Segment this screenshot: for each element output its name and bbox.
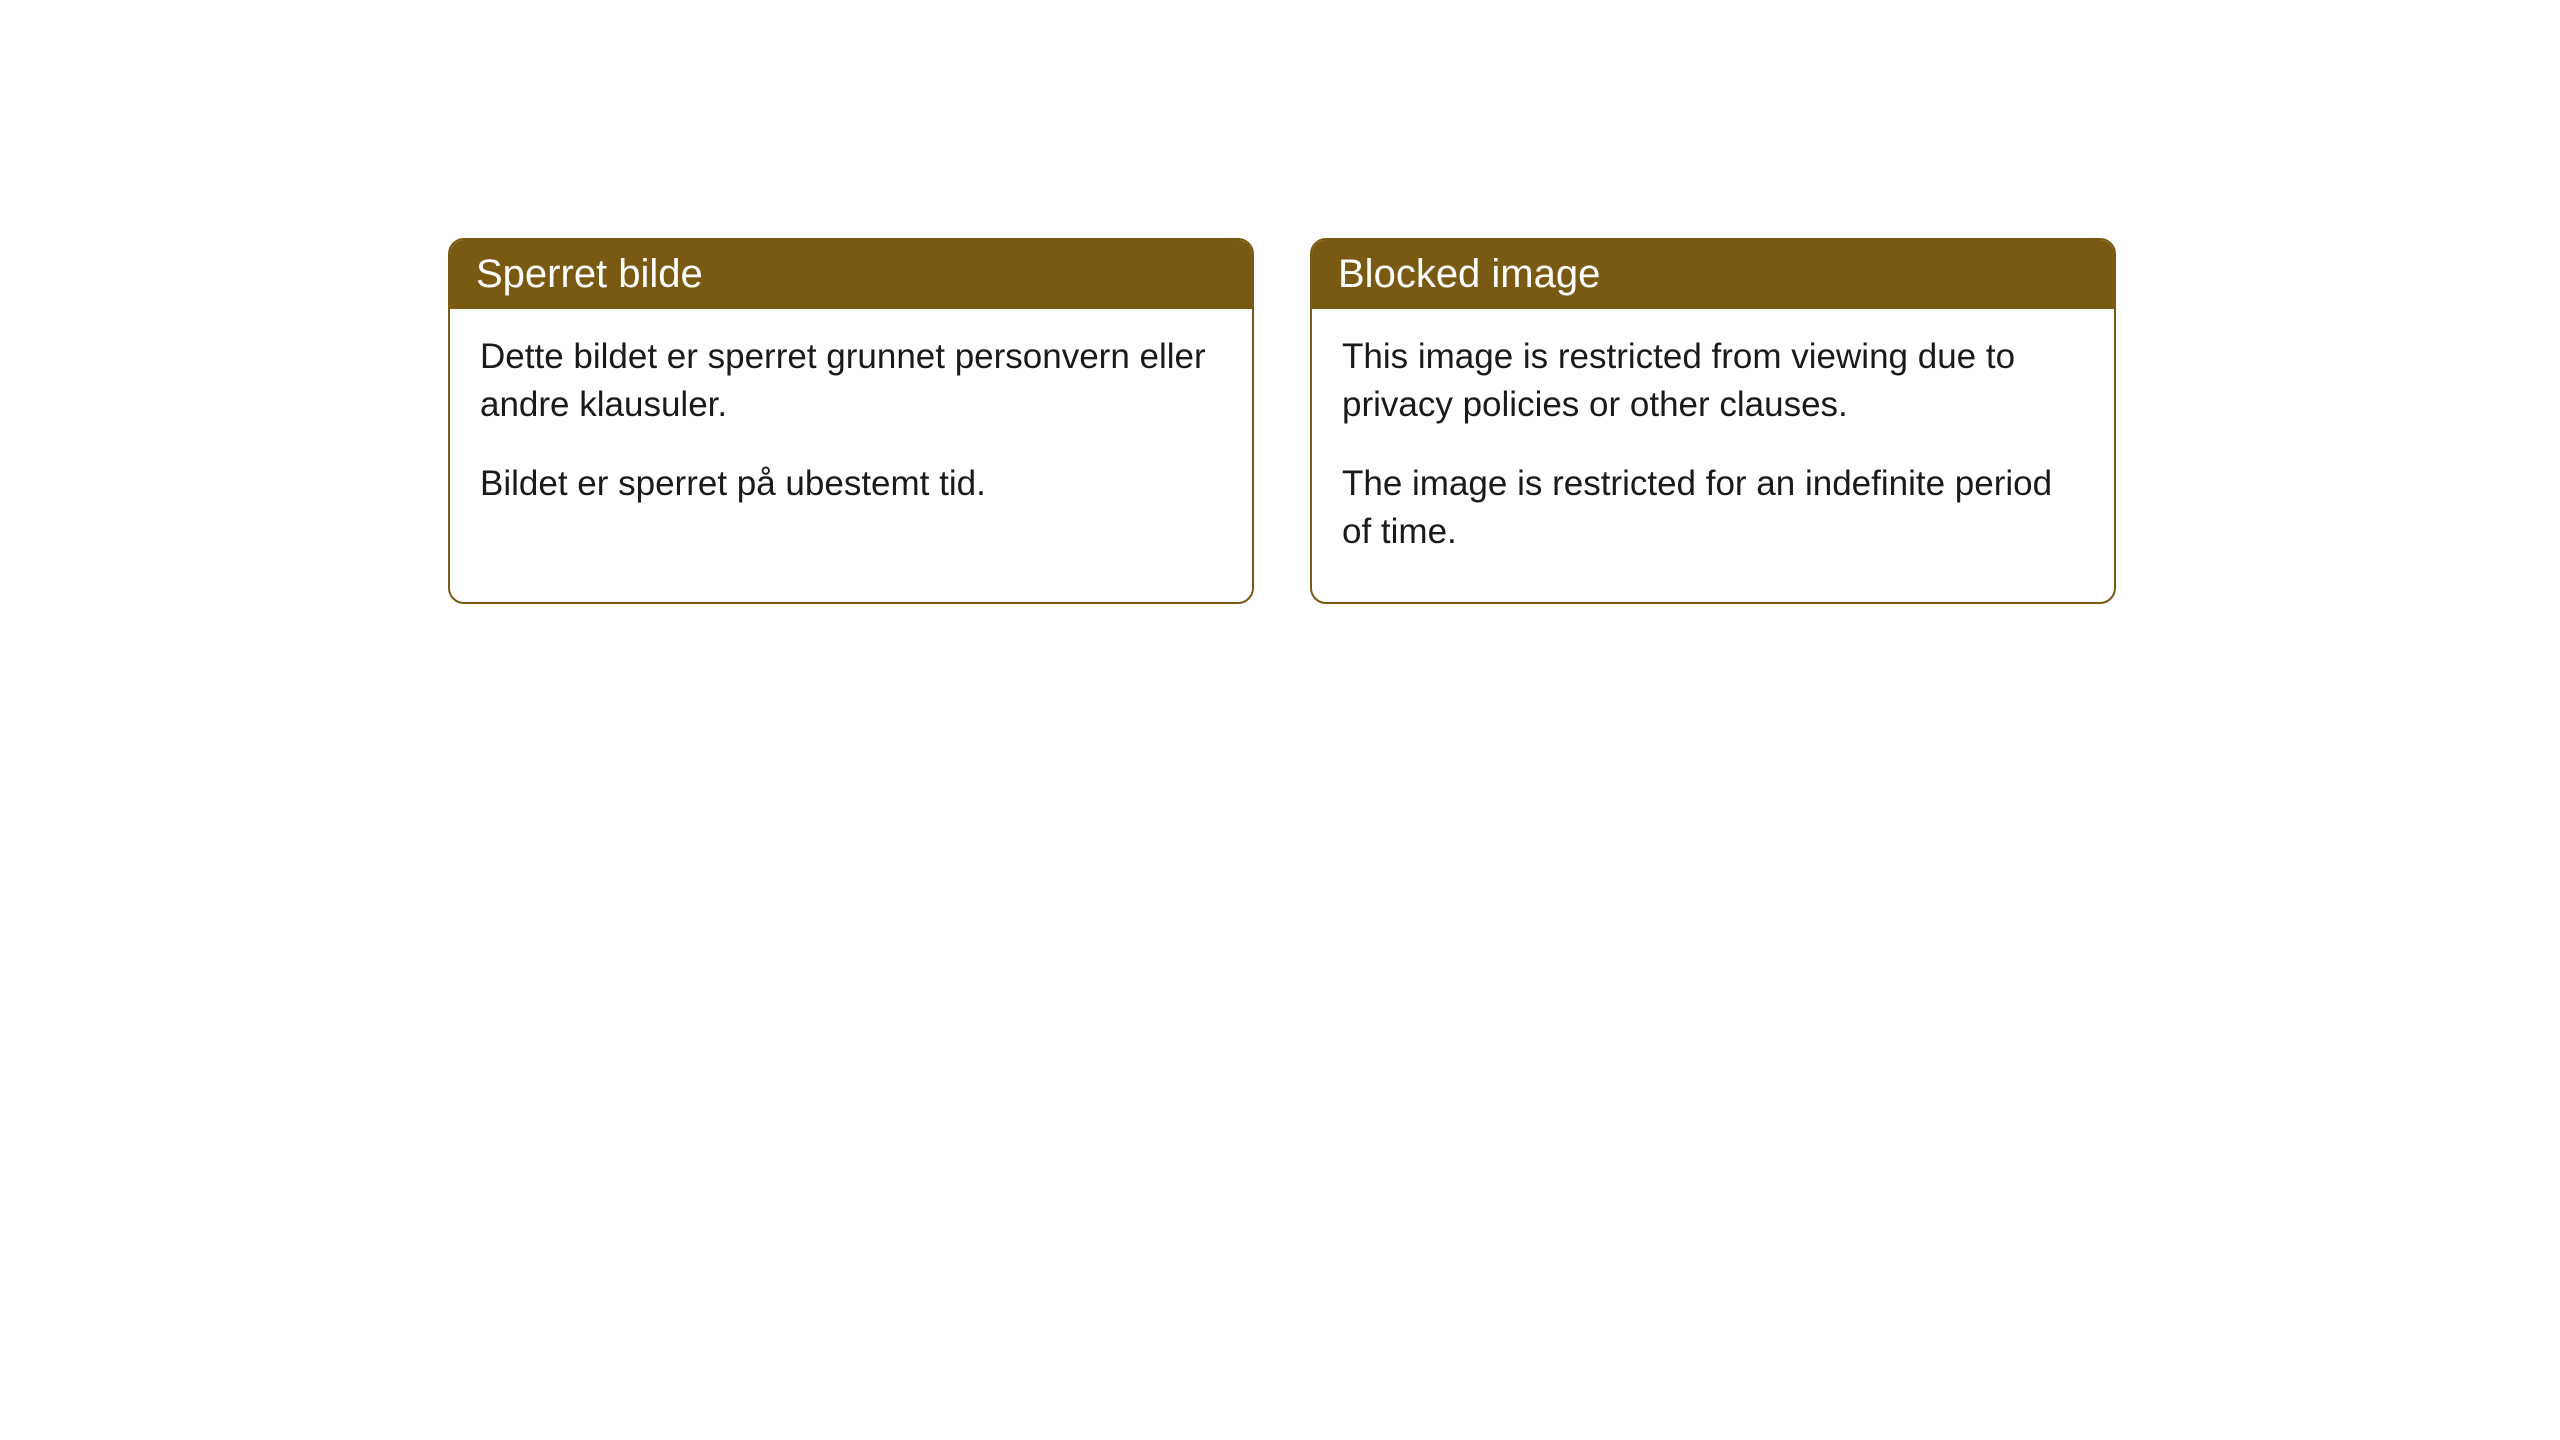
card-title-norwegian: Sperret bilde	[476, 252, 703, 296]
card-body-english: This image is restricted from viewing du…	[1312, 309, 2114, 602]
notice-cards-container: Sperret bilde Dette bildet er sperret gr…	[448, 238, 2116, 604]
card-paragraph-1-norwegian: Dette bildet er sperret grunnet personve…	[480, 333, 1222, 430]
blocked-image-card-english: Blocked image This image is restricted f…	[1310, 238, 2116, 604]
card-paragraph-1-english: This image is restricted from viewing du…	[1342, 333, 2084, 430]
card-body-norwegian: Dette bildet er sperret grunnet personve…	[450, 309, 1252, 554]
card-header-norwegian: Sperret bilde	[450, 240, 1252, 309]
card-title-english: Blocked image	[1338, 252, 1600, 296]
card-header-english: Blocked image	[1312, 240, 2114, 309]
card-paragraph-2-norwegian: Bildet er sperret på ubestemt tid.	[480, 460, 1222, 508]
blocked-image-card-norwegian: Sperret bilde Dette bildet er sperret gr…	[448, 238, 1254, 604]
card-paragraph-2-english: The image is restricted for an indefinit…	[1342, 460, 2084, 557]
